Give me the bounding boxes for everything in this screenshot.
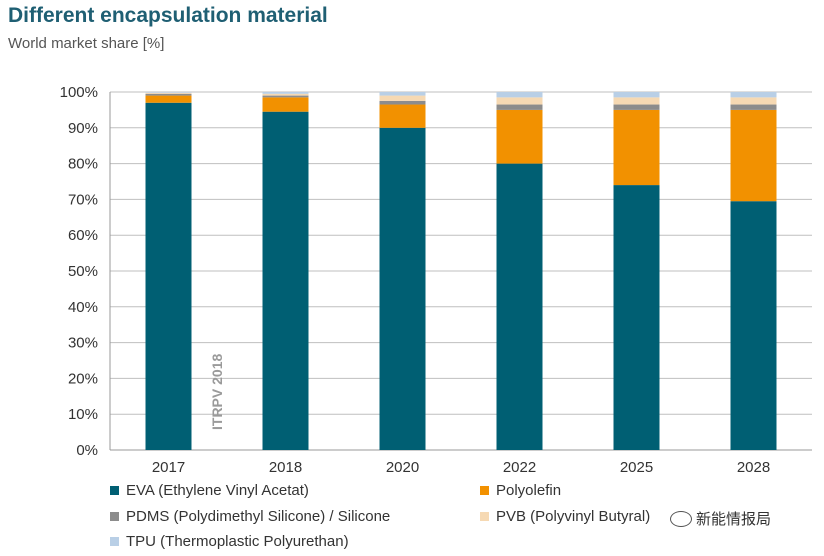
y-tick-label: 30% bbox=[68, 335, 98, 352]
bar-segment-2025-2 bbox=[613, 104, 660, 110]
bar-segment-2025-1 bbox=[613, 109, 660, 186]
x-tick-label: 2028 bbox=[737, 459, 770, 476]
bar-segment-2020-0 bbox=[379, 127, 426, 451]
bar-segment-2022-0 bbox=[496, 163, 543, 450]
wechat-icon bbox=[670, 510, 692, 527]
bar-segment-2022-1 bbox=[496, 109, 543, 164]
bar-segment-2018-0 bbox=[262, 111, 309, 450]
bar-segment-2025-4 bbox=[613, 92, 660, 98]
bar-segment-2025-0 bbox=[613, 185, 660, 450]
y-tick-label: 10% bbox=[68, 406, 98, 423]
x-tick-label: 2025 bbox=[620, 459, 653, 476]
y-tick-label: 0% bbox=[76, 442, 98, 459]
y-tick-label: 50% bbox=[68, 263, 98, 280]
y-tick-label: 20% bbox=[68, 370, 98, 387]
bar-segment-2028-0 bbox=[730, 201, 777, 450]
x-tick-label: 2020 bbox=[386, 459, 419, 476]
bar-segment-2022-4 bbox=[496, 92, 543, 98]
bar-segment-2025-3 bbox=[613, 97, 660, 105]
bar-segment-2018-2 bbox=[262, 95, 309, 98]
bar-segment-2017-1 bbox=[145, 95, 192, 103]
bar-segment-2022-2 bbox=[496, 104, 543, 110]
bar-segment-2017-3 bbox=[145, 92, 192, 94]
y-tick-label: 40% bbox=[68, 299, 98, 316]
y-tick-label: 70% bbox=[68, 191, 98, 208]
x-tick-label: 2018 bbox=[269, 459, 302, 476]
bar-segment-2028-4 bbox=[730, 92, 777, 98]
y-tick-label: 90% bbox=[68, 120, 98, 137]
chart-subtitle: World market share [%] bbox=[8, 35, 165, 52]
watermark-text: 新能情报局 bbox=[696, 511, 772, 528]
bar-segment-2020-1 bbox=[379, 104, 426, 128]
bar-segment-2018-1 bbox=[262, 97, 309, 112]
bar-segment-2020-3 bbox=[379, 95, 426, 101]
annotation-label: ITRPV 2018 bbox=[209, 354, 225, 430]
bar-segment-2028-2 bbox=[730, 104, 777, 110]
x-tick-label: 2017 bbox=[152, 459, 185, 476]
bar-segment-2017-2 bbox=[145, 93, 192, 96]
y-tick-label: 80% bbox=[68, 156, 98, 173]
x-tick-label: 2022 bbox=[503, 459, 536, 476]
bar-segment-2017-0 bbox=[145, 102, 192, 451]
bar-segment-2020-2 bbox=[379, 100, 426, 105]
bar-segment-2018-3 bbox=[262, 93, 309, 96]
chart-title: Different encapsulation material bbox=[8, 4, 328, 27]
bar-segment-2022-3 bbox=[496, 97, 543, 105]
bar-segment-2017-4 bbox=[145, 92, 192, 93]
bar-segment-2018-4 bbox=[262, 92, 309, 94]
bar-segment-2028-1 bbox=[730, 109, 777, 202]
bar-segment-2028-3 bbox=[730, 97, 777, 105]
bar-segment-2020-4 bbox=[379, 92, 426, 96]
watermark: 新能情报局 bbox=[670, 508, 771, 529]
y-tick-label: 60% bbox=[68, 227, 98, 244]
y-tick-label: 100% bbox=[60, 84, 98, 101]
